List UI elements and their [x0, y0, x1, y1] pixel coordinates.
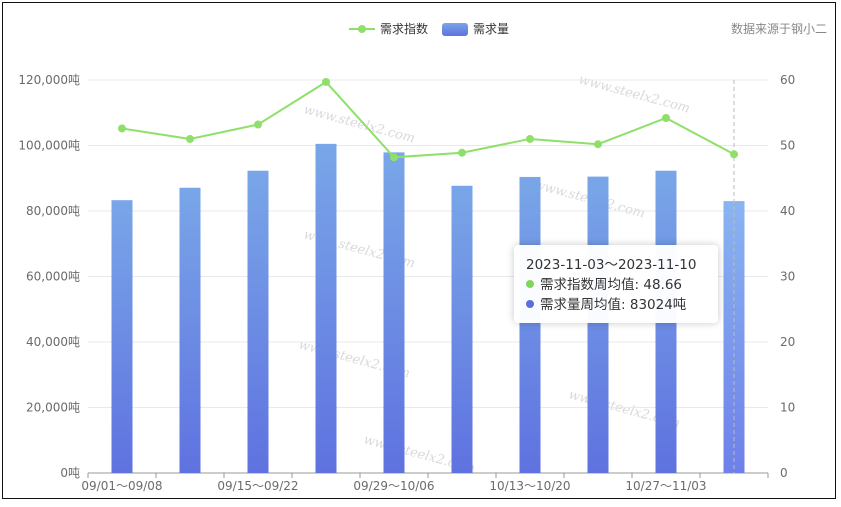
right-tick-label: 40 — [780, 204, 795, 218]
x-tick-label: 09/15～09/22 — [217, 479, 298, 493]
x-tick-label: 10/27～11/03 — [625, 479, 706, 493]
tooltip-title: 2023-11-03～2023-11-10 — [526, 257, 697, 273]
chart-frame: www.steelx2.com www.steelx2.com www.steelx… — [2, 2, 836, 499]
right-tick-label: 10 — [780, 401, 795, 415]
tooltip-row-index: 需求指数周均值: 48.66 — [526, 275, 706, 295]
line-point-5[interactable] — [458, 148, 466, 157]
line-point-7[interactable] — [594, 140, 602, 149]
right-tick-label: 0 — [780, 466, 788, 480]
chart-tooltip: 2023-11-03～2023-11-10 需求指数周均值: 48.66 需求量… — [514, 245, 718, 323]
line-point-3[interactable] — [322, 77, 330, 86]
left-tick-label: 20,000吨 — [26, 401, 80, 415]
data-source-note: 数据来源于钢小二 — [731, 21, 827, 36]
line-point-2[interactable] — [254, 120, 262, 129]
bar-5[interactable] — [451, 185, 473, 473]
watermark-text: www.steelx2.com — [302, 102, 417, 146]
legend-bar-swatch — [442, 23, 468, 36]
right-tick-label: 30 — [780, 270, 795, 284]
left-tick-label: 40,000吨 — [26, 335, 80, 349]
tooltip-value-index: 48.66 — [643, 277, 683, 293]
tooltip-label-volume: 需求量周均值: — [540, 297, 626, 313]
tooltip-value-volume: 83024吨 — [629, 297, 687, 313]
grid-lines — [88, 79, 768, 408]
bar-7[interactable] — [587, 176, 609, 474]
bar-6[interactable] — [519, 176, 541, 473]
tooltip-label-index: 需求指数周均值: — [540, 277, 640, 293]
bar-0[interactable] — [111, 200, 133, 473]
bar-9[interactable] — [723, 201, 745, 473]
right-y-axis: 0 10 20 30 40 50 60 — [780, 73, 795, 480]
tooltip-dot-volume — [526, 300, 534, 308]
line-series — [118, 77, 738, 162]
left-tick-label: 80,000吨 — [26, 204, 80, 218]
right-tick-label: 50 — [780, 139, 795, 153]
legend: 需求指数 需求量 — [349, 21, 509, 36]
legend-label-volume: 需求量 — [473, 22, 509, 36]
line-point-9[interactable] — [730, 150, 738, 159]
left-y-axis: 0吨 20,000吨 40,000吨 60,000吨 80,000吨 100,000吨 12… — [18, 73, 80, 480]
legend-item-index[interactable]: 需求指数 — [349, 21, 428, 36]
legend-label-index: 需求指数 — [380, 21, 428, 36]
x-axis: 09/01～09/08 09/15～09/22 09/29～10/06 10/13～1… — [81, 472, 769, 493]
left-tick-label: 100,000吨 — [18, 139, 80, 153]
tooltip-row-volume: 需求量周均值: 83024吨 — [526, 295, 706, 315]
legend-item-volume[interactable]: 需求量 — [442, 22, 509, 36]
left-tick-label: 60,000吨 — [26, 270, 80, 284]
left-tick-label: 0吨 — [60, 466, 80, 480]
left-tick-label: 120,000吨 — [18, 73, 80, 87]
line-point-8[interactable] — [662, 113, 670, 122]
right-tick-label: 60 — [780, 73, 795, 87]
line-point-4[interactable] — [390, 153, 398, 162]
legend-line-marker — [358, 25, 366, 33]
watermark-text: www.steelx2.com — [577, 72, 692, 116]
line-point-1[interactable] — [186, 134, 194, 143]
index-line-path — [121, 80, 735, 159]
bar-4[interactable] — [383, 152, 405, 473]
bar-1[interactable] — [179, 187, 201, 473]
line-point-6[interactable] — [526, 134, 534, 143]
tooltip-dot-index — [526, 280, 534, 288]
right-tick-label: 20 — [780, 335, 795, 349]
x-tick-label: 09/01～09/08 — [81, 479, 162, 493]
bar-3[interactable] — [315, 143, 337, 474]
bar-2[interactable] — [247, 170, 269, 473]
x-tick-label: 09/29～10/06 — [353, 479, 434, 493]
line-point-0[interactable] — [118, 124, 126, 133]
x-tick-label: 10/13～10/20 — [489, 479, 570, 493]
